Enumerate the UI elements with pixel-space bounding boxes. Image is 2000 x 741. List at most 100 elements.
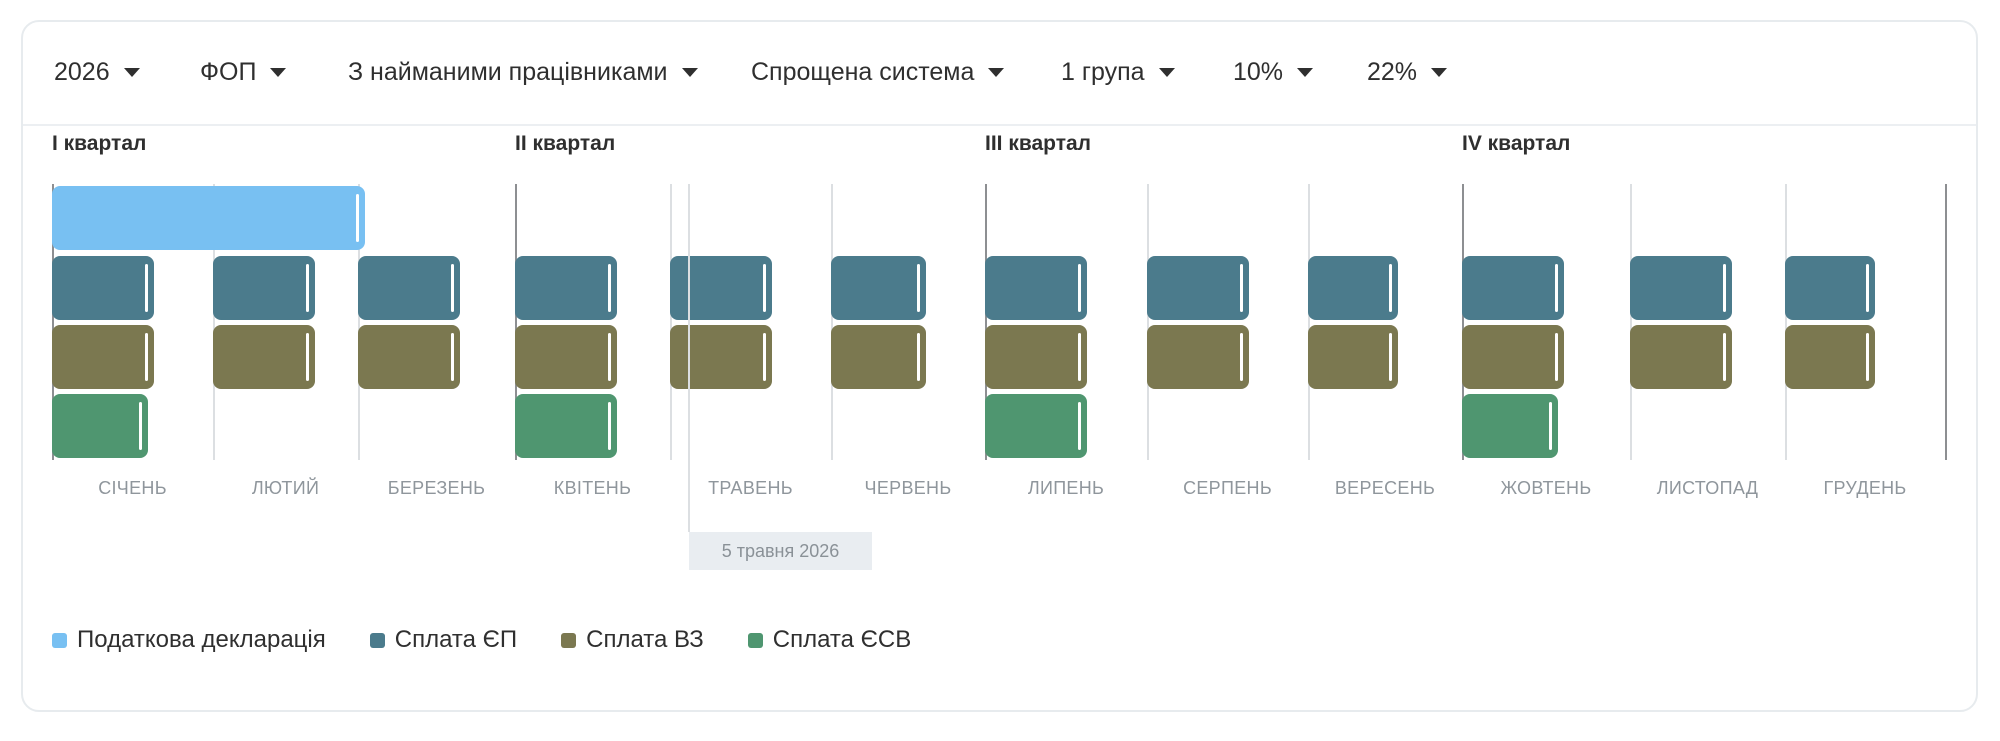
legend-item-ep: Сплата ЄП: [369, 626, 517, 654]
deadline-tick: [763, 333, 766, 381]
ep-bar[interactable]: [670, 256, 772, 320]
rate-select[interactable]: 10%: [1233, 52, 1314, 92]
today-marker-line: [688, 184, 690, 532]
month-gridline: [831, 184, 833, 460]
month-label: БЕРЕЗЕНЬ: [387, 478, 486, 498]
deadline-tick: [1078, 264, 1081, 312]
legend-item-declaration: Податкова декларація: [52, 626, 326, 654]
month-gridline: [358, 184, 360, 460]
month-label: ВЕРЕСЕНЬ: [1334, 478, 1436, 498]
ep-bar[interactable]: [831, 256, 926, 320]
month-gridline: [1308, 184, 1310, 460]
deadline-tick: [139, 402, 142, 450]
ep-bar[interactable]: [1147, 256, 1249, 320]
vz-bar[interactable]: [1630, 325, 1732, 389]
caret-down-icon: [988, 67, 1005, 77]
esv-bar[interactable]: [52, 394, 148, 458]
ep-bar[interactable]: [1462, 256, 1564, 320]
ep-bar[interactable]: [358, 256, 460, 320]
declaration-bar[interactable]: [52, 186, 365, 250]
vz-bar[interactable]: [670, 325, 772, 389]
month-gridline: [213, 184, 215, 460]
caret-down-icon: [681, 67, 698, 77]
legend-swatch: [747, 632, 763, 648]
month-label: КВІТЕНЬ: [553, 478, 632, 498]
ep-bar[interactable]: [1630, 256, 1732, 320]
month-gridline: [515, 184, 517, 460]
entity-select-value: ФОП: [200, 57, 257, 86]
vz-bar[interactable]: [1785, 325, 1875, 389]
ep-bar[interactable]: [515, 256, 617, 320]
deadline-tick: [451, 264, 454, 312]
ep-bar[interactable]: [985, 256, 1087, 320]
deadline-tick: [1389, 264, 1392, 312]
ep-bar[interactable]: [1785, 256, 1875, 320]
legend-item-vz: Сплата ВЗ: [561, 626, 704, 654]
deadline-tick: [145, 264, 148, 312]
vz-bar[interactable]: [213, 325, 315, 389]
group-select-value: 1 група: [1061, 57, 1145, 86]
legend-item-esv: Сплата ЄСВ: [747, 626, 912, 654]
deadline-tick: [917, 333, 920, 381]
month-label: ЛИСТОПАД: [1656, 478, 1759, 498]
ep-bar[interactable]: [213, 256, 315, 320]
tax-system-select-value: Спрощена система: [751, 57, 975, 86]
legend-label: Податкова декларація: [77, 626, 326, 653]
deadline-tick: [1078, 402, 1081, 450]
year-select[interactable]: 2026: [54, 52, 140, 92]
month-label: ГРУДЕНЬ: [1823, 478, 1907, 498]
caret-down-icon: [1158, 67, 1175, 77]
month-label: ЛИПЕНЬ: [1027, 478, 1105, 498]
deadline-tick: [1240, 333, 1243, 381]
deadline-tick: [306, 333, 309, 381]
month-label: СІЧЕНЬ: [98, 478, 167, 498]
month-gridline: [52, 184, 54, 460]
vz-bar[interactable]: [1462, 325, 1564, 389]
vz-bar[interactable]: [985, 325, 1087, 389]
chart-legend: Податкова декларація Сплата ЄП Сплата ВЗ Сп…: [52, 626, 955, 654]
month-gridline: [1147, 184, 1149, 460]
entity-select[interactable]: ФОП: [200, 52, 287, 92]
ep-bar[interactable]: [1308, 256, 1398, 320]
esv-rate-select[interactable]: 22%: [1367, 52, 1448, 92]
deadline-tick: [763, 264, 766, 312]
month-gridline: [1785, 184, 1787, 460]
vz-bar[interactable]: [831, 325, 926, 389]
month-gridline: [985, 184, 987, 460]
caret-down-icon: [1297, 67, 1314, 77]
deadline-tick: [1389, 333, 1392, 381]
filter-bar: 2026 ФОП З найманими працівниками Спроще…: [23, 22, 1976, 126]
deadline-tick: [1555, 333, 1558, 381]
deadline-tick: [608, 333, 611, 381]
vz-bar[interactable]: [1308, 325, 1398, 389]
legend-swatch: [369, 632, 385, 648]
year-end-gridline: [1945, 184, 1947, 460]
deadline-tick: [451, 333, 454, 381]
esv-bar[interactable]: [985, 394, 1087, 458]
esv-bar[interactable]: [1462, 394, 1558, 458]
quarter-title-2: II квартал: [515, 132, 616, 155]
vz-bar[interactable]: [52, 325, 154, 389]
month-label: ЖОВТЕНЬ: [1500, 478, 1592, 498]
month-label: ЛЮТИЙ: [251, 478, 320, 498]
year-select-value: 2026: [54, 57, 110, 86]
vz-bar[interactable]: [515, 325, 617, 389]
month-label: ТРАВЕНЬ: [708, 478, 793, 498]
esv-bar[interactable]: [515, 394, 617, 458]
vz-bar[interactable]: [1147, 325, 1249, 389]
quarter-title-1: I квартал: [52, 132, 147, 155]
rate-select-value: 10%: [1233, 57, 1284, 86]
month-gridline: [1630, 184, 1632, 460]
group-select[interactable]: 1 група: [1061, 52, 1175, 92]
employees-select[interactable]: З найманими працівниками: [348, 52, 698, 92]
month-gridline: [670, 184, 672, 460]
vz-bar[interactable]: [358, 325, 460, 389]
month-label: ЧЕРВЕНЬ: [864, 478, 952, 498]
month-label: СЕРПЕНЬ: [1183, 478, 1272, 498]
esv-rate-select-value: 22%: [1367, 57, 1418, 86]
legend-label: Сплата ЄСВ: [772, 626, 912, 653]
today-marker-label: 5 травня 2026: [689, 532, 872, 570]
ep-bar[interactable]: [52, 256, 154, 320]
caret-down-icon: [123, 67, 140, 77]
tax-system-select[interactable]: Спрощена система: [751, 52, 1005, 92]
